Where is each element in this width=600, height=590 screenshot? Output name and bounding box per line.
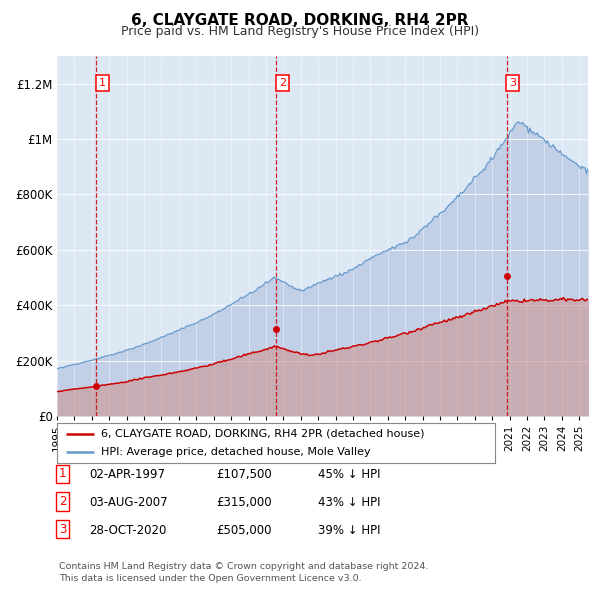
Text: £505,000: £505,000: [216, 524, 271, 537]
Text: HPI: Average price, detached house, Mole Valley: HPI: Average price, detached house, Mole…: [101, 447, 370, 457]
Text: Price paid vs. HM Land Registry's House Price Index (HPI): Price paid vs. HM Land Registry's House …: [121, 25, 479, 38]
Text: 1: 1: [59, 467, 67, 480]
Text: 3: 3: [59, 523, 66, 536]
Text: £107,500: £107,500: [216, 468, 272, 481]
Text: 2: 2: [59, 495, 67, 508]
Text: 3: 3: [509, 78, 517, 88]
Text: 6, CLAYGATE ROAD, DORKING, RH4 2PR (detached house): 6, CLAYGATE ROAD, DORKING, RH4 2PR (deta…: [101, 429, 424, 439]
Text: 43% ↓ HPI: 43% ↓ HPI: [318, 496, 380, 509]
Text: 1: 1: [99, 78, 106, 88]
Text: 02-APR-1997: 02-APR-1997: [89, 468, 165, 481]
Text: 03-AUG-2007: 03-AUG-2007: [89, 496, 167, 509]
Text: 45% ↓ HPI: 45% ↓ HPI: [318, 468, 380, 481]
Text: 39% ↓ HPI: 39% ↓ HPI: [318, 524, 380, 537]
Text: 28-OCT-2020: 28-OCT-2020: [89, 524, 166, 537]
Text: £315,000: £315,000: [216, 496, 272, 509]
Text: 2: 2: [278, 78, 286, 88]
Text: Contains HM Land Registry data © Crown copyright and database right 2024.
This d: Contains HM Land Registry data © Crown c…: [59, 562, 428, 583]
Text: 6, CLAYGATE ROAD, DORKING, RH4 2PR: 6, CLAYGATE ROAD, DORKING, RH4 2PR: [131, 13, 469, 28]
